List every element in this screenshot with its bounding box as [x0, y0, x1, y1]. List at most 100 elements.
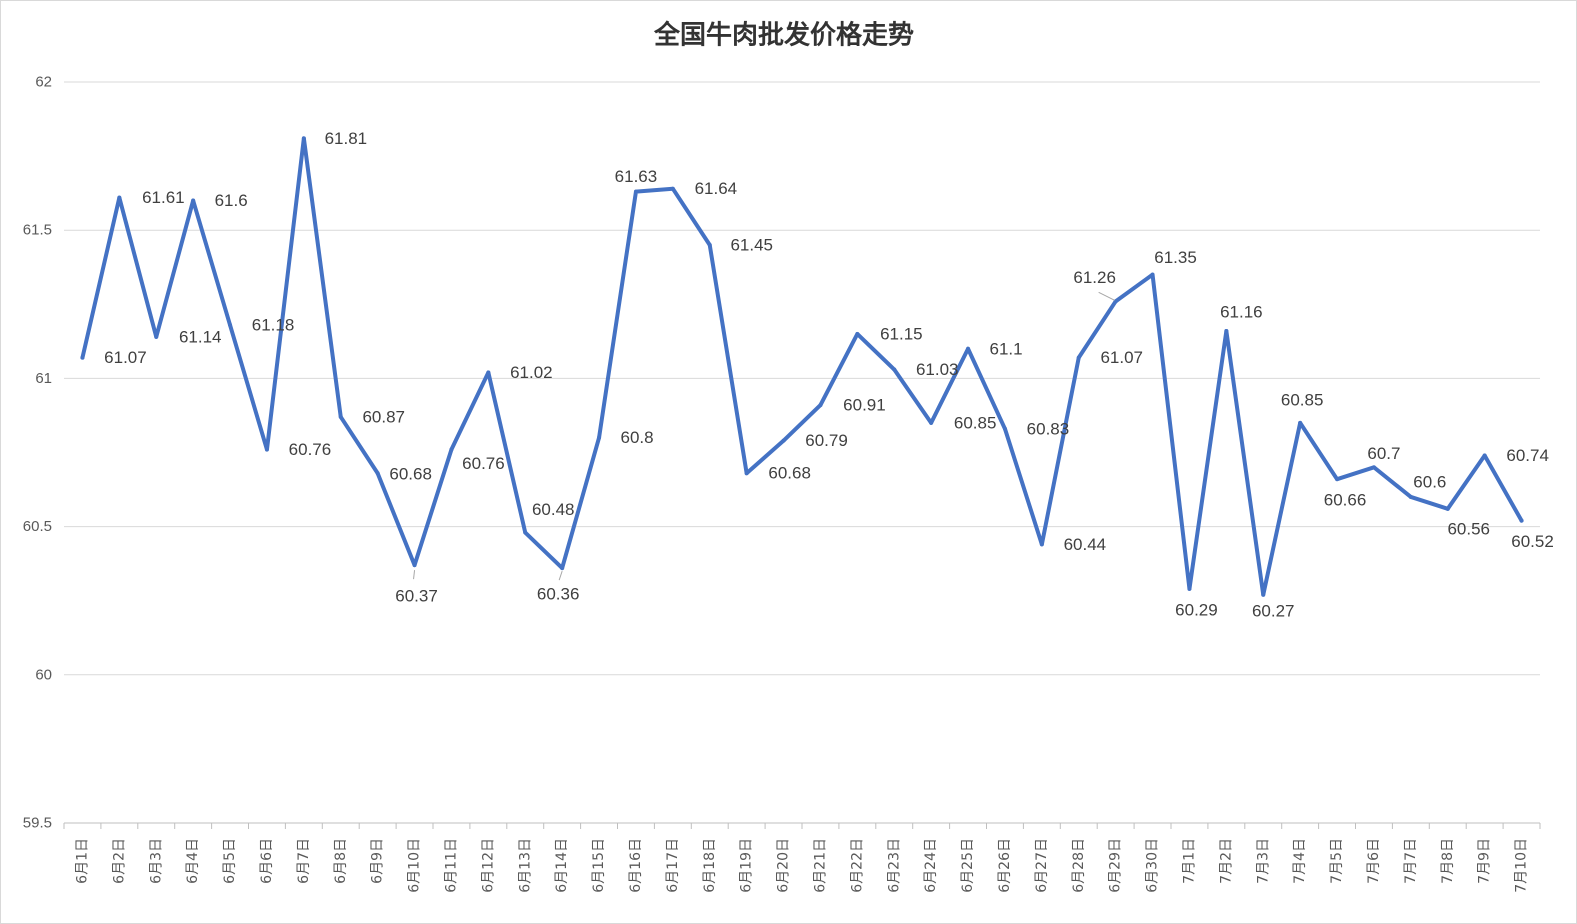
data-label: 60.74 [1506, 446, 1549, 465]
data-label: 61.07 [1100, 348, 1143, 367]
data-point [486, 370, 491, 375]
data-point [818, 403, 823, 408]
data-point [1371, 465, 1376, 470]
x-tick-label: 6月16日 [628, 838, 644, 893]
series-line [80, 136, 1524, 597]
x-tick-label: 6月11日 [443, 838, 459, 893]
data-label: 60.29 [1175, 600, 1218, 619]
y-tick-label: 60 [35, 666, 52, 683]
data-point [1445, 506, 1450, 511]
data-point [338, 414, 343, 419]
x-tick-label: 7月1日 [1181, 838, 1197, 884]
data-point [892, 367, 897, 372]
data-label: 60.79 [805, 431, 848, 450]
data-label: 60.76 [462, 454, 505, 473]
x-tick-label: 6月4日 [185, 838, 201, 884]
data-label: 60.8 [621, 428, 654, 447]
data-label: 60.7 [1367, 444, 1400, 463]
x-axis: 6月1日 6月2日 6月3日 6月4日 6月5日 6月6日 6月7日 6月8日 6月9日 6月10… [63, 822, 1541, 893]
x-tick-label: 6月17日 [665, 838, 681, 893]
x-tick-label: 6月23日 [886, 838, 902, 893]
y-tick-label: 61 [35, 370, 52, 387]
data-label: 60.68 [768, 464, 811, 483]
data-label: 60.37 [395, 587, 438, 606]
data-point [929, 420, 934, 425]
data-label: 60.6 [1413, 472, 1446, 491]
gridlines [64, 81, 1540, 676]
data-point [781, 438, 786, 443]
data-label: 61.1 [990, 339, 1023, 358]
x-tick-label: 7月7日 [1403, 838, 1419, 884]
x-tick-label: 6月13日 [517, 838, 533, 893]
data-labels: 61.07 61.61 61.14 61.6 61.18 60.76 61.81 60.87 6… [104, 129, 1554, 620]
data-label: 61.07 [104, 348, 147, 367]
data-label: 60.91 [843, 396, 886, 415]
data-label: 60.36 [537, 585, 580, 604]
data-point [1298, 420, 1303, 425]
series [80, 136, 1524, 597]
x-tick-label: 6月7日 [296, 838, 312, 884]
data-label: 61.03 [916, 360, 959, 379]
data-label: 60.87 [362, 407, 405, 426]
x-tick-label: 6月18日 [702, 838, 718, 893]
data-label: 60.44 [1064, 535, 1107, 554]
data-point [1002, 426, 1007, 431]
x-tick-label: 6月29日 [1108, 838, 1124, 893]
x-tick-label: 6月8日 [333, 838, 349, 884]
data-label: 61.6 [215, 191, 248, 210]
data-point [228, 323, 233, 328]
x-tick-label: 6月19日 [739, 838, 755, 893]
data-point [597, 435, 602, 440]
data-label: 61.35 [1154, 248, 1197, 267]
y-tick-label: 60.5 [23, 518, 52, 535]
data-point [633, 189, 638, 194]
data-point [1408, 494, 1413, 499]
data-label: 60.68 [389, 465, 432, 484]
x-tick-label: 7月6日 [1366, 838, 1382, 884]
data-point [264, 447, 269, 452]
data-point [117, 195, 122, 200]
data-point [1335, 477, 1340, 482]
data-label: 61.18 [252, 316, 295, 335]
data-point [523, 530, 528, 535]
x-tick-label: 6月15日 [591, 838, 607, 893]
data-point [707, 243, 712, 248]
data-point [670, 186, 675, 191]
data-label-leader-line [558, 570, 563, 581]
x-tick-label: 6月26日 [997, 838, 1013, 893]
x-tick-label: 6月3日 [148, 838, 164, 884]
data-label: 61.81 [325, 129, 368, 148]
x-tick-label: 6月30日 [1145, 838, 1161, 893]
data-label: 61.16 [1220, 302, 1263, 321]
data-label: 60.27 [1252, 601, 1295, 620]
y-tick-label: 61.5 [23, 222, 52, 239]
x-tick-label: 6月6日 [259, 838, 275, 884]
x-tick-label: 6月24日 [923, 838, 939, 893]
data-label: 60.52 [1511, 532, 1554, 551]
data-point [1150, 272, 1155, 277]
x-tick-label: 6月25日 [960, 838, 976, 893]
data-point [1224, 328, 1229, 333]
data-point [560, 566, 565, 571]
data-label: 60.66 [1324, 491, 1367, 510]
data-label: 61.15 [880, 324, 923, 343]
y-tick-label: 62 [35, 74, 52, 91]
x-tick-label: 7月2日 [1218, 838, 1234, 884]
x-tick-label: 6月9日 [370, 838, 386, 884]
data-label: 61.45 [730, 236, 773, 255]
x-tick-label: 6月21日 [812, 838, 828, 893]
data-label: 61.61 [142, 188, 185, 207]
data-point [1482, 453, 1487, 458]
data-point [1039, 542, 1044, 547]
data-label: 61.02 [510, 363, 553, 382]
data-point [1261, 592, 1266, 597]
data-point [191, 198, 196, 203]
data-label: 60.56 [1447, 519, 1490, 538]
x-tick-label: 6月2日 [111, 838, 127, 884]
data-point [1519, 518, 1524, 523]
data-label: 60.48 [532, 500, 575, 519]
chart-title: 全国牛肉批发价格走势 [653, 20, 914, 51]
x-tick-label: 6月10日 [407, 838, 423, 893]
